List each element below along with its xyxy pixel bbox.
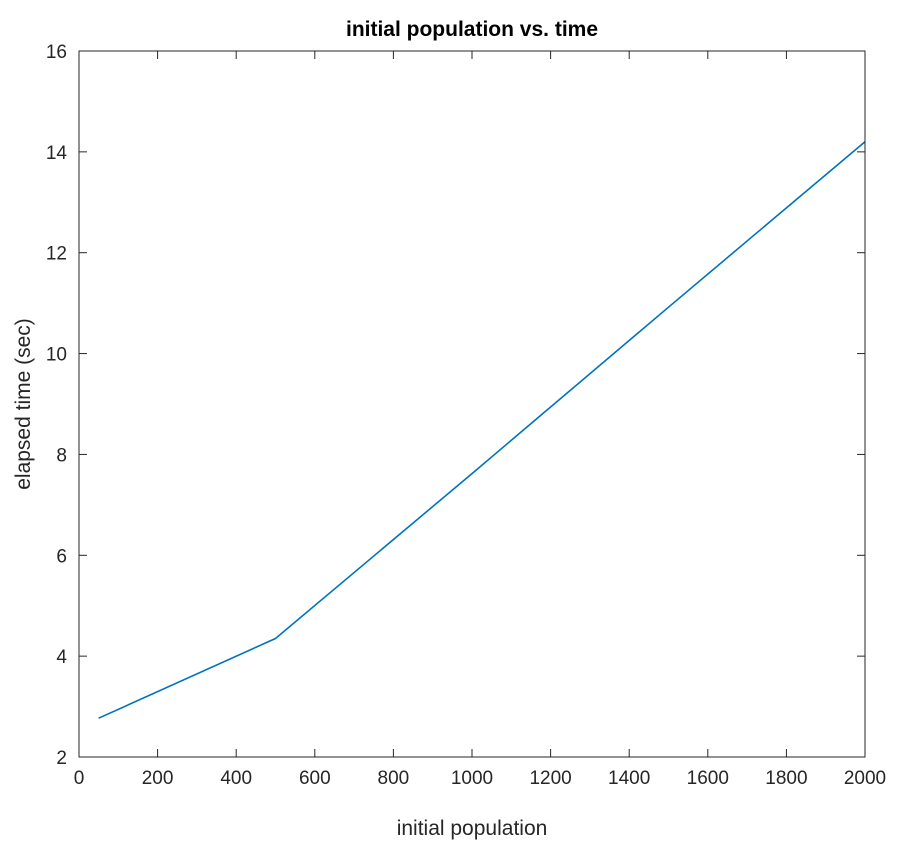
x-tick-label: 800 [378, 768, 410, 789]
x-tick-label: 1000 [451, 768, 493, 789]
y-tick-label: 14 [46, 143, 68, 164]
x-tick-label: 600 [299, 768, 331, 789]
y-axis-label: elapsed time (sec) [12, 318, 35, 490]
x-tick-label: 400 [220, 768, 252, 789]
y-tick-label: 10 [46, 345, 67, 366]
y-tick-label: 16 [46, 42, 67, 63]
plot-area [79, 51, 865, 757]
x-tick-label: 2000 [844, 768, 886, 789]
x-tick-label: 1600 [687, 768, 729, 789]
series-line [98, 141, 866, 719]
x-axis: 0 200 400 600 800 1000 1200 1400 1600 1800 2000 [74, 51, 886, 789]
y-tick-label: 4 [56, 647, 67, 668]
x-tick-label: 200 [142, 768, 174, 789]
chart-title: initial population vs. time [346, 18, 598, 41]
y-tick-label: 2 [56, 748, 67, 769]
y-axis: 2 4 6 8 10 12 14 16 [46, 42, 865, 769]
y-tick-label: 12 [46, 244, 67, 265]
x-tick-label: 1200 [529, 768, 571, 789]
x-tick-label: 0 [74, 768, 85, 789]
x-axis-label: initial population [397, 817, 548, 840]
y-tick-label: 8 [56, 445, 67, 466]
series-layer [98, 141, 866, 719]
x-tick-label: 1400 [608, 768, 650, 789]
y-tick-label: 6 [56, 546, 67, 567]
x-tick-label: 1800 [765, 768, 807, 789]
